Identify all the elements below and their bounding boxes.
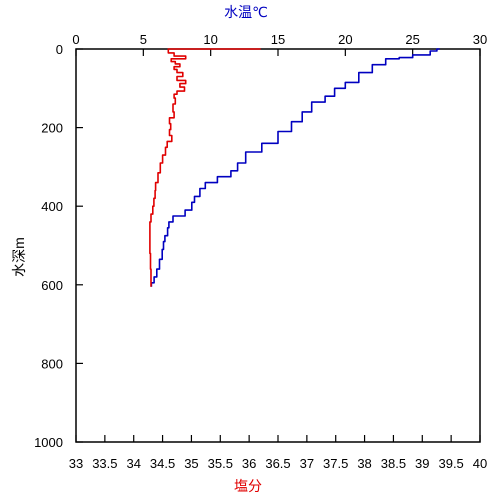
top-axis-tick-label: 0 bbox=[72, 32, 79, 47]
plot-area-frame bbox=[75, 48, 481, 443]
salinity-profile-line bbox=[149, 48, 261, 287]
bottom-axis-tick-label: 38 bbox=[357, 456, 371, 471]
y-axis-tick-label: 1000 bbox=[34, 435, 63, 450]
bottom-axis-tick-label: 36.5 bbox=[265, 456, 290, 471]
bottom-axis-ticks: 33 33.5 34 34.5 35 35.5 36 36.5 37 37.5 38 38.5 39 39… bbox=[69, 435, 487, 471]
bottom-axis-tick-label: 35.5 bbox=[208, 456, 233, 471]
temperature-profile-line bbox=[150, 48, 440, 287]
y-axis-tick-label: 800 bbox=[41, 356, 63, 371]
bottom-axis-tick-label: 34.5 bbox=[150, 456, 175, 471]
series-layer bbox=[149, 48, 440, 287]
bottom-axis-tick-label: 40 bbox=[473, 456, 487, 471]
bottom-axis-tick-label: 37.5 bbox=[323, 456, 348, 471]
top-axis-tick-label: 20 bbox=[338, 32, 352, 47]
top-axis-ticks: 0 5 10 15 20 25 30 bbox=[72, 32, 487, 56]
y-axis-title: 水深m bbox=[11, 237, 27, 277]
y-axis-tick-label: 200 bbox=[41, 121, 63, 136]
top-axis-title: 水温℃ bbox=[224, 4, 268, 20]
y-axis-tick-label: 0 bbox=[56, 42, 63, 57]
bottom-axis-tick-label: 39 bbox=[415, 456, 429, 471]
bottom-axis-tick-label: 33.5 bbox=[92, 456, 117, 471]
bottom-axis-tick-label: 33 bbox=[69, 456, 83, 471]
y-axis-tick-label: 400 bbox=[41, 199, 63, 214]
top-axis-tick-label: 10 bbox=[203, 32, 217, 47]
bottom-axis-tick-label: 36 bbox=[242, 456, 256, 471]
y-axis-tick-label: 600 bbox=[41, 278, 63, 293]
left-axis-ticks: 0 200 400 600 800 1000 bbox=[34, 42, 83, 450]
bottom-axis-tick-label: 37 bbox=[300, 456, 314, 471]
top-axis-tick-label: 5 bbox=[140, 32, 147, 47]
bottom-axis-title: 塩分 bbox=[234, 478, 262, 494]
bottom-axis-tick-label: 39.5 bbox=[438, 456, 463, 471]
top-axis-tick-label: 25 bbox=[405, 32, 419, 47]
bottom-axis-tick-label: 34 bbox=[126, 456, 140, 471]
top-axis-tick-label: 30 bbox=[473, 32, 487, 47]
bottom-axis-tick-label: 35 bbox=[184, 456, 198, 471]
bottom-axis-tick-label: 38.5 bbox=[381, 456, 406, 471]
top-axis-tick-label: 15 bbox=[271, 32, 285, 47]
